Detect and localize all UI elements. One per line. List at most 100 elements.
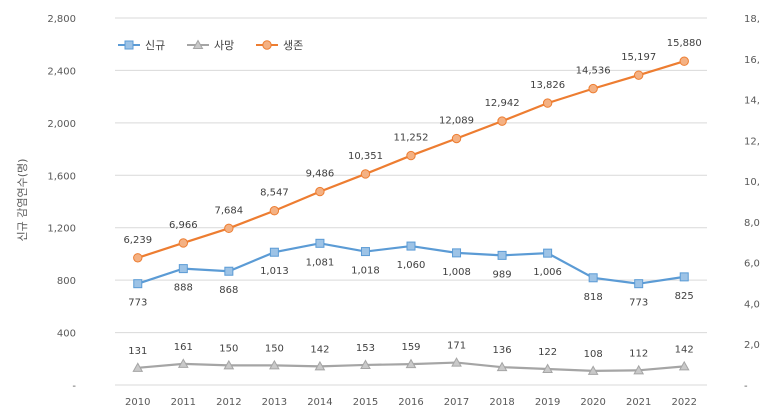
data-point-circle — [133, 253, 143, 263]
data-label: 108 — [584, 349, 603, 360]
data-point-triangle — [633, 364, 645, 375]
series-사망: 131 161 150 150 142 153 159 171 136 122 108 112 142 — [128, 341, 694, 375]
data-label: 825 — [675, 291, 694, 302]
legend-label: 생존 — [283, 39, 303, 52]
gridlines — [115, 17, 707, 386]
data-label: 15,880 — [667, 38, 702, 49]
data-point-circle — [633, 70, 644, 80]
data-point-square — [124, 40, 134, 50]
y2-tick-label: 16,0 — [744, 55, 760, 66]
data-point-circle — [588, 83, 598, 94]
series-신규: 773 888 868 1,013 1,081 1,018 1,060 1,008 989 1,0… — [128, 238, 694, 309]
series-생존: 6,239 6,966 7,684 8,547 9,486 10,351 11,252 12,… — [123, 38, 702, 263]
y-tick-label: 1,200 — [47, 224, 76, 235]
data-label: 150 — [219, 343, 238, 354]
data-point-triangle — [496, 361, 508, 372]
data-point-square — [634, 279, 644, 289]
data-point-triangle — [451, 357, 462, 367]
data-label: 153 — [356, 343, 375, 354]
data-label: 10,351 — [348, 151, 383, 162]
x-axis: 2010 2011 2012 2013 2014 2015 2016 2017 2018 2019… — [125, 397, 697, 408]
data-label: 161 — [174, 342, 193, 353]
legend: 신규 사망 생존 — [118, 39, 303, 52]
data-point-square — [406, 241, 416, 251]
y2-tick-label: 4,00 — [744, 299, 760, 310]
data-label: 112 — [629, 348, 648, 359]
data-point-circle — [360, 169, 371, 179]
data-label: 14,536 — [576, 66, 611, 77]
y2-tick-label: 12,0 — [744, 136, 760, 147]
data-point-circle — [178, 238, 189, 248]
data-label: 6,239 — [123, 235, 152, 246]
data-label: 773 — [128, 298, 147, 309]
data-point-triangle — [314, 360, 326, 371]
data-label: 7,684 — [215, 205, 244, 216]
data-point-triangle — [269, 359, 280, 370]
data-label: 171 — [447, 341, 466, 352]
data-point-circle — [542, 98, 553, 108]
y2-tick-label: 10,0 — [744, 177, 760, 188]
data-point-triangle — [177, 358, 189, 368]
data-point-square — [497, 250, 507, 260]
data-label: 122 — [538, 347, 557, 358]
data-label: 868 — [219, 285, 238, 296]
data-point-square — [315, 238, 325, 248]
x-tick-label: 2010 — [125, 397, 150, 408]
data-label: 1,006 — [533, 267, 562, 278]
data-point-triangle — [587, 365, 599, 375]
data-label: 1,013 — [260, 266, 289, 277]
data-label: 8,547 — [260, 188, 289, 199]
data-point-circle — [451, 133, 462, 144]
data-label: 1,018 — [351, 266, 380, 277]
data-label: 989 — [493, 269, 512, 280]
data-point-triangle — [678, 360, 690, 371]
data-label: 150 — [265, 343, 284, 354]
data-point-circle — [262, 40, 272, 50]
data-label: 1,081 — [306, 257, 335, 268]
x-tick-label: 2021 — [626, 397, 651, 408]
x-tick-label: 2011 — [171, 397, 196, 408]
data-label: 12,942 — [485, 98, 520, 109]
y2-tick-label: 6,00 — [744, 259, 760, 270]
data-point-triangle — [223, 359, 235, 370]
y2-tick-label: 2,00 — [744, 340, 760, 351]
data-point-square — [452, 248, 462, 258]
x-tick-label: 2020 — [580, 397, 605, 408]
y-tick-label: 1,600 — [47, 171, 76, 182]
legend-item: 신규 — [118, 39, 165, 52]
x-tick-label: 2019 — [535, 397, 560, 408]
legend-item: 생존 — [256, 39, 303, 52]
data-point-triangle — [192, 39, 204, 49]
data-point-square — [543, 248, 553, 258]
data-label: 9,486 — [306, 169, 335, 180]
y2-tick-label: 14,0 — [744, 96, 760, 107]
data-point-square — [224, 266, 234, 276]
data-point-triangle — [132, 362, 144, 372]
data-label: 142 — [675, 344, 694, 355]
y-tick-label: - — [72, 381, 76, 392]
data-label: 1,060 — [397, 260, 426, 271]
data-label: 1,008 — [442, 267, 471, 278]
data-point-triangle — [360, 359, 371, 369]
y2-tick-label: 18,0 — [744, 14, 760, 25]
data-point-circle — [497, 116, 507, 126]
y-tick-label: 800 — [57, 276, 76, 287]
data-point-circle — [679, 56, 689, 66]
data-point-square — [360, 247, 370, 257]
legend-label: 사망 — [214, 39, 234, 52]
y-axis-left: - 400 800 1,200 1,600 2,000 2,400 2,800 — [47, 14, 76, 392]
x-tick-label: 2013 — [262, 397, 287, 408]
y-tick-label: 2,000 — [47, 119, 76, 130]
data-label: 15,197 — [621, 52, 656, 63]
x-tick-label: 2016 — [398, 397, 423, 408]
data-label: 131 — [128, 346, 147, 357]
y-axis-right: - 2,00 4,00 6,00 8,00 10,0 12,0 14,0 16,0 18,0 — [744, 14, 760, 392]
y2-tick-label: - — [744, 381, 748, 392]
data-point-triangle — [542, 363, 553, 374]
x-tick-label: 2018 — [489, 397, 514, 408]
data-label: 136 — [493, 345, 512, 356]
y-tick-label: 2,800 — [47, 14, 76, 25]
data-point-square — [269, 247, 279, 257]
